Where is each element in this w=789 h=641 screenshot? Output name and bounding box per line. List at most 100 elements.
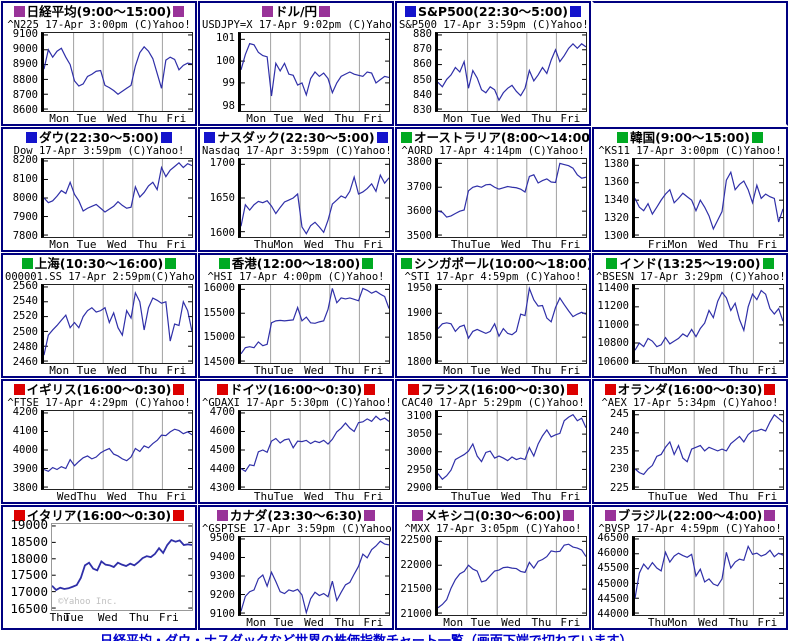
chart-cell-ks11[interactable]: 韓国(9:00～15:00) ^KS11 17-Apr 3:00pm (C)Yah… <box>592 127 788 252</box>
y-tick-label: 8200 <box>12 154 38 166</box>
marker-square-icon <box>13 510 25 521</box>
x-day-label: Fri <box>560 490 581 503</box>
chart-cell-nasdaq[interactable]: ナスダック(22:30～5:00) Nasdaq 17-Apr 3:59pm (C… <box>198 127 394 252</box>
x-day-label: Fri <box>363 490 384 503</box>
marker-square-icon <box>563 510 575 521</box>
chart-cell-mib[interactable]: イタリア(16:00～0:30) 19000 18500 18000 17500 1700… <box>1 505 197 630</box>
x-day-label: Wed <box>501 490 521 503</box>
chart-cell-bsesn[interactable]: インド(13:25～19:00) ^BSESN 17-Apr 3:29pm (C)… <box>592 253 788 378</box>
chart-cell-cac40[interactable]: フランス(16:00～0:30) CAC40 17-Apr 5:29pm (C)Y… <box>395 379 591 504</box>
chart-body: 4200 4100 4000 3900 3800 <box>5 407 193 493</box>
x-axis-labels: Thu Mon Wed Thu Fri <box>632 616 784 629</box>
yahoo-watermark: ©Yahoo Inc. <box>58 597 118 607</box>
chart-cell-gsptse[interactable]: カナダ(23:30～6:30) ^GSPTSE 17-Apr 3:59pm (C)… <box>198 505 394 630</box>
x-day-label: Thu <box>137 112 158 125</box>
chart-cell-aex[interactable]: オランダ(16:00～0:30) ^AEX 17-Apr 5:34pm (C)Ya… <box>592 379 788 504</box>
y-tick-label: 1300 <box>603 230 629 242</box>
marker-square-icon <box>567 384 579 395</box>
footer-link-text[interactable]: 日経平均・ダウ・ナスダックなど世界の株価指数チャート一覧（画面下端で切れています… <box>100 630 632 641</box>
chart-cell-ftse[interactable]: イギリス(16:00～0:30) ^FTSE 17-Apr 4:29pm (C)Y… <box>1 379 197 504</box>
ticker-line: USDJPY=X 17-Apr 9:02pm (C)Yahoo! <box>202 19 394 31</box>
y-tick-label: 870 <box>413 43 432 56</box>
ticker-line: ^KS11 17-Apr 3:00pm (C)Yahoo! <box>598 145 782 157</box>
marker-square-icon <box>173 510 185 521</box>
y-tick-label: 2500 <box>12 325 38 338</box>
x-day-label: Wed <box>501 364 521 377</box>
chart-cell-hsi[interactable]: 香港(12:00～18:00) ^HSI 17-Apr 4:00pm (C)Yah… <box>198 253 394 378</box>
x-day-label: Thu <box>129 611 149 624</box>
chart-title: インド(13:25～19:00) <box>596 256 784 271</box>
chart-cell-bvsp[interactable]: ブラジル(22:00～4:00) ^BVSP 17-Apr 4:59pm (C)Y… <box>592 505 788 630</box>
y-tick-label: 830 <box>413 104 432 116</box>
x-axis-labels: Thu Tue Wed Thu Fri <box>50 611 193 625</box>
x-day-label: Fri <box>560 364 581 377</box>
y-tick-label: 45000 <box>597 577 629 590</box>
chart-cell-mxx[interactable]: メキシコ(0:30～6:00) ^MXX 17-Apr 3:05pm (C)Yah… <box>395 505 591 630</box>
x-day-label: Wed <box>107 238 127 251</box>
footer-link-clipped[interactable]: 日経平均・ダウ・ナスダックなど世界の株価指数チャート一覧（画面下端で切れています… <box>0 630 789 641</box>
marker-square-icon <box>216 510 228 521</box>
y-tick-label: 9200 <box>209 589 235 601</box>
x-day-label: Thu <box>137 238 158 251</box>
x-day-label: Tue <box>470 490 491 503</box>
plot-area <box>41 32 193 112</box>
x-day-label: Wed <box>107 364 127 377</box>
plot-area <box>435 158 587 238</box>
marker-square-icon <box>407 384 419 395</box>
x-axis-labels: Mon Tue Wed Thu Fri <box>435 112 587 125</box>
chart-title-text: ドル/円 <box>274 4 318 19</box>
y-axis-labels: 9500 9400 9300 9200 9100 <box>202 533 238 620</box>
chart-title-text: 日経平均(9:00～15:00) <box>26 4 172 19</box>
chart-cell-n225[interactable]: 日経平均(9:00～15:00) ^N225 17-Apr 3:00pm (C)Y… <box>1 1 197 126</box>
chart-title: 韓国(9:00～15:00) <box>596 130 784 145</box>
chart-cell-usdjpy[interactable]: ドル/円 USDJPY=X 17-Apr 9:02pm (C)Yahoo! 101 1… <box>198 1 394 126</box>
x-axis-labels: Thu Mon Wed Thu Fri <box>632 364 784 377</box>
x-axis-labels: Mon Tue Wed Thu Fri <box>238 112 390 125</box>
y-axis-labels: 3800 3700 3600 3500 <box>399 157 435 241</box>
x-day-label: Thu <box>531 490 552 503</box>
chart-cell-dow[interactable]: ダウ(22:30～5:00) Dow 17-Apr 3:59pm (C)Yahoo… <box>1 127 197 252</box>
y-tick-label: 8900 <box>12 58 38 71</box>
x-axis-labels: Mon Tue Wed Thu Fri <box>435 364 587 377</box>
y-tick-label: 230 <box>610 463 629 476</box>
chart-title-text: 香港(12:00～18:00) <box>231 256 361 271</box>
chart-body: 3800 3700 3600 3500 <box>399 157 587 241</box>
y-axis-labels: 11400 11200 11000 10800 10600 <box>596 283 632 368</box>
marker-square-icon <box>165 258 177 269</box>
x-day-label: Tue <box>63 611 84 624</box>
y-tick-label: 98 <box>222 99 235 112</box>
chart-body: 1950 1900 1850 1800 <box>399 283 587 367</box>
x-axis-labels: Mon Tue Wed Thu Fri <box>238 616 390 629</box>
chart-cell-sp500[interactable]: S&P500(22:30～5:00) S&P500 17-Apr 3:59pm (… <box>395 1 591 126</box>
x-day-label: Thu <box>334 112 355 125</box>
y-tick-label: 4100 <box>12 425 38 437</box>
plot-area <box>632 536 784 616</box>
marker-square-icon <box>173 6 185 17</box>
y-tick-label: 1900 <box>406 306 432 319</box>
y-tick-label: 2900 <box>406 482 432 494</box>
y-tick-label: 860 <box>413 58 432 71</box>
chart-title-text: カナダ(23:30～6:30) <box>229 508 363 523</box>
chart-cell-gdaxi[interactable]: ドイツ(16:00～0:30) ^GDAXI 17-Apr 5:30pm (C)Y… <box>198 379 394 504</box>
plot-area <box>238 284 390 364</box>
y-tick-label: 1320 <box>603 212 629 225</box>
chart-cell-sse[interactable]: 上海(10:30～16:00) 000001.SS 17-Apr 2:59pm(C… <box>1 253 197 378</box>
x-axis-labels: Thu Mon Wed Thu Fri <box>238 238 390 251</box>
chart-title: ナスダック(22:30～5:00) <box>202 130 390 145</box>
plot-area <box>41 158 193 238</box>
price-line <box>44 429 192 471</box>
y-tick-label: 9100 <box>12 28 38 40</box>
price-line <box>241 175 389 234</box>
chart-cell-sti[interactable]: シンガポール(10:00～18:00) ^STI 17-Apr 4:59pm (C… <box>395 253 591 378</box>
chart-cell-aord[interactable]: オーストラリア(8:00～14:00) ^AORD 17-Apr 4:14pm (… <box>395 127 591 252</box>
chart-title-text: インド(13:25～19:00) <box>619 256 761 271</box>
y-tick-label: 4700 <box>209 406 235 418</box>
y-tick-label: 17000 <box>10 584 48 600</box>
marker-square-icon <box>364 384 376 395</box>
x-day-label: Mon <box>49 112 70 125</box>
marker-square-icon <box>401 132 412 143</box>
y-tick-label: 4500 <box>209 444 235 456</box>
y-tick-label: 100 <box>216 54 235 67</box>
x-day-label: Mon <box>667 238 688 251</box>
